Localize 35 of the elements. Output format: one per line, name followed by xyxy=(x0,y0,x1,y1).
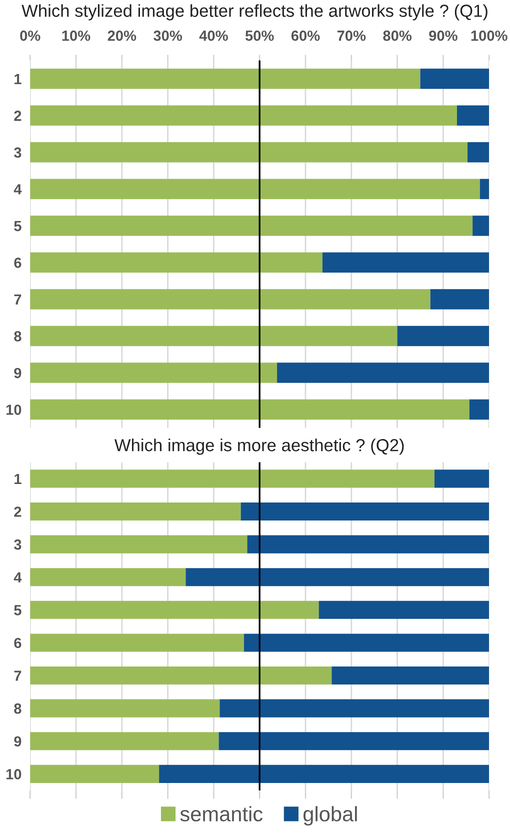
chart-title: Which image is more aesthetic ? (Q2) xyxy=(114,438,404,455)
x-tick-label: 80% xyxy=(383,30,412,41)
x-tick-label: 30% xyxy=(154,30,182,41)
y-tick-label: 1 xyxy=(14,474,22,484)
x-tick-label: 100% xyxy=(471,30,508,41)
y-tick-label: 7 xyxy=(14,670,22,681)
y-tick-label: 4 xyxy=(14,184,22,194)
y-tick-label: 8 xyxy=(14,331,22,342)
y-tick-label: 1 xyxy=(14,74,22,84)
x-tick-label: 50% xyxy=(245,30,274,41)
y-tick-label: 6 xyxy=(14,258,22,268)
y-tick-label: 10 xyxy=(6,404,22,415)
y-tick-label: 3 xyxy=(14,539,22,550)
y-tick-label: 9 xyxy=(14,368,22,378)
x-tick-label: 40% xyxy=(199,30,228,41)
y-tick-label: 2 xyxy=(14,110,22,121)
y-tick-label: 8 xyxy=(14,703,22,714)
y-tick-label: 3 xyxy=(14,147,22,158)
y-tick-label: 10 xyxy=(6,769,22,780)
x-tick-label: 10% xyxy=(62,30,90,41)
x-tick-label: 90% xyxy=(429,30,458,41)
y-tick-label: 6 xyxy=(14,638,22,648)
y-tick-label: 2 xyxy=(14,506,22,517)
y-tick-label: 7 xyxy=(14,294,22,305)
legend-label: semantic xyxy=(180,806,263,822)
y-tick-label: 9 xyxy=(14,736,22,747)
x-tick-label: 20% xyxy=(108,30,136,41)
y-tick-label: 5 xyxy=(14,605,22,616)
x-tick-label: 60% xyxy=(291,30,320,41)
x-tick-label: 0% xyxy=(20,30,40,41)
x-tick-label: 70% xyxy=(337,30,366,41)
y-tick-label: 5 xyxy=(14,221,22,232)
y-tick-label: 4 xyxy=(14,572,22,582)
legend-label: global xyxy=(304,806,357,826)
chart-title: Which stylized image better reflects the artworks style ? (Q1) xyxy=(22,4,488,20)
